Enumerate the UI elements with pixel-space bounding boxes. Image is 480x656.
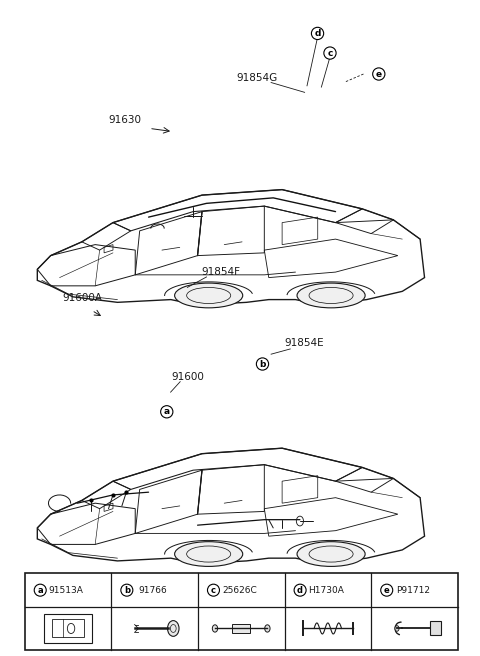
Bar — [44, 615, 92, 642]
Text: a: a — [164, 407, 170, 417]
Text: 91600: 91600 — [171, 372, 204, 382]
Text: P91712: P91712 — [396, 586, 430, 595]
Ellipse shape — [175, 283, 243, 308]
Text: a: a — [37, 586, 43, 595]
Text: H1730A: H1730A — [308, 586, 344, 595]
Circle shape — [212, 625, 217, 632]
Text: b: b — [124, 586, 130, 595]
Text: e: e — [376, 70, 382, 79]
Bar — [430, 621, 441, 636]
Ellipse shape — [297, 542, 365, 566]
Text: 91630: 91630 — [108, 115, 142, 125]
Text: 91766: 91766 — [138, 586, 167, 595]
Text: 91854G: 91854G — [236, 73, 277, 83]
Text: b: b — [259, 359, 266, 369]
Text: 91854F: 91854F — [201, 267, 240, 277]
Text: d: d — [314, 29, 321, 38]
Bar — [232, 624, 250, 633]
Text: d: d — [297, 586, 303, 595]
Ellipse shape — [297, 283, 365, 308]
Circle shape — [265, 625, 270, 632]
Bar — [24, 573, 458, 650]
Circle shape — [395, 626, 399, 631]
Ellipse shape — [175, 542, 243, 566]
Text: 91600A: 91600A — [62, 293, 102, 303]
Circle shape — [168, 621, 179, 636]
Text: e: e — [384, 586, 390, 595]
Text: c: c — [327, 49, 333, 58]
Text: 91854E: 91854E — [285, 338, 324, 348]
Text: c: c — [211, 586, 216, 595]
Bar — [52, 619, 84, 638]
Text: 25626C: 25626C — [222, 586, 257, 595]
Text: 91513A: 91513A — [49, 586, 84, 595]
